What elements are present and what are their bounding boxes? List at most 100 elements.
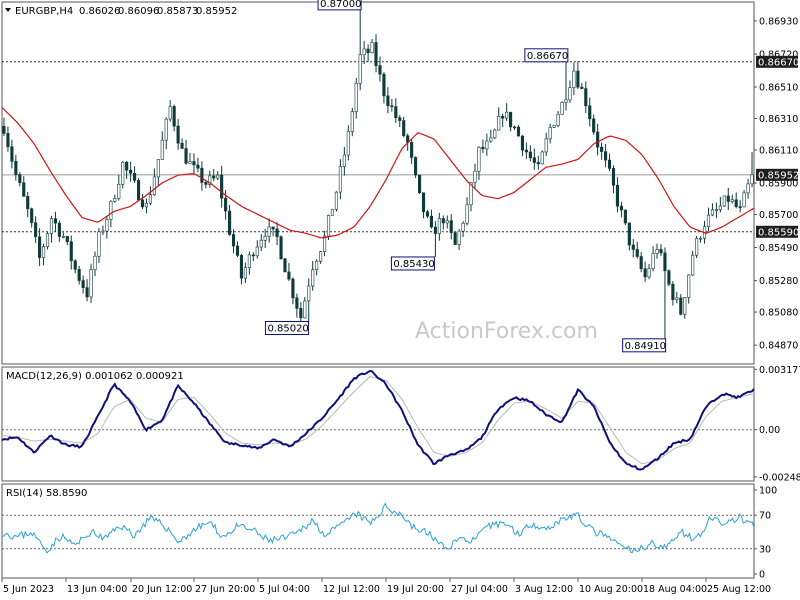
macd-series: 0.003177 0.00 -0.002482 bbox=[1, 365, 800, 483]
macd-panel bbox=[1, 366, 755, 482]
price-tick-label: 0.86310 bbox=[759, 114, 798, 125]
price-tick-label: 0.84870 bbox=[759, 341, 798, 352]
candle bbox=[374, 34, 378, 73]
candle bbox=[283, 258, 287, 273]
candle-body bbox=[97, 231, 101, 257]
candle bbox=[338, 159, 342, 200]
candle bbox=[572, 62, 576, 96]
candle-body bbox=[564, 99, 568, 103]
candle bbox=[342, 146, 346, 176]
candle bbox=[576, 61, 580, 90]
candle bbox=[125, 160, 129, 179]
candle-body bbox=[394, 106, 398, 119]
candle bbox=[520, 135, 525, 157]
candle-body bbox=[350, 111, 354, 132]
candle-body bbox=[216, 174, 220, 179]
candle bbox=[718, 196, 722, 213]
candle-body bbox=[746, 183, 750, 194]
candle-body bbox=[627, 222, 631, 246]
candle bbox=[144, 198, 149, 214]
candle bbox=[307, 278, 311, 322]
candle bbox=[465, 197, 469, 226]
price-header-close: 0.85952 bbox=[196, 6, 237, 17]
candle bbox=[18, 172, 22, 187]
price-tag-2: 0.85952 bbox=[756, 168, 799, 181]
candle-body bbox=[659, 249, 663, 254]
candle bbox=[675, 291, 679, 304]
candle bbox=[2, 117, 6, 137]
candle bbox=[509, 111, 513, 132]
candle bbox=[30, 207, 34, 228]
candle bbox=[133, 166, 137, 183]
candle bbox=[552, 124, 556, 129]
candle-body bbox=[536, 162, 540, 165]
candle bbox=[350, 107, 354, 137]
candle-body bbox=[722, 195, 726, 207]
price-tick-label: 0.85900 bbox=[759, 179, 798, 190]
candle bbox=[489, 129, 493, 143]
candle-body bbox=[334, 191, 339, 210]
time-tick-label: 25 Aug 12:00 bbox=[707, 584, 771, 595]
rsi-line bbox=[1, 502, 755, 554]
candle-body bbox=[41, 246, 46, 258]
candle bbox=[524, 142, 528, 159]
candle bbox=[445, 215, 449, 229]
candle bbox=[160, 131, 164, 160]
candle bbox=[319, 250, 323, 264]
candle-body bbox=[172, 106, 176, 127]
candle bbox=[722, 195, 726, 207]
price-tag-label: 0.85952 bbox=[758, 170, 799, 181]
candle bbox=[366, 44, 370, 62]
price-tick-label: 0.85080 bbox=[759, 308, 798, 319]
candle-body bbox=[188, 161, 192, 164]
candle-body bbox=[568, 87, 572, 101]
candle bbox=[726, 187, 730, 210]
candle bbox=[346, 125, 350, 161]
price-annotation-1: 0.86670 bbox=[524, 48, 569, 63]
candle bbox=[469, 182, 473, 212]
candle-body bbox=[73, 260, 77, 270]
candle-body bbox=[505, 111, 509, 119]
candle bbox=[247, 251, 251, 275]
candle bbox=[354, 78, 358, 119]
candle-body bbox=[243, 267, 247, 279]
candle-body bbox=[742, 192, 746, 208]
price-tick-label: 0.86720 bbox=[759, 49, 798, 60]
candle-body bbox=[655, 249, 659, 254]
candle-body bbox=[224, 197, 228, 212]
candle bbox=[421, 192, 426, 219]
rsi-tick-label: 30 bbox=[759, 544, 771, 555]
candle-body bbox=[695, 238, 699, 256]
candle bbox=[710, 203, 715, 217]
rsi-header: RSI(14) 58.8590 bbox=[6, 488, 87, 499]
candle bbox=[386, 87, 390, 114]
candle bbox=[279, 235, 283, 260]
candle-body bbox=[544, 138, 548, 153]
candle-body bbox=[319, 251, 323, 262]
candle-body bbox=[596, 131, 600, 148]
candle-body bbox=[623, 209, 627, 224]
candle-body bbox=[631, 244, 635, 250]
candle bbox=[425, 210, 430, 219]
candle-body bbox=[473, 170, 477, 183]
macd-line bbox=[1, 369, 755, 471]
price-header-low: 0.85873 bbox=[157, 6, 198, 17]
candle-body bbox=[433, 226, 437, 234]
candle-body bbox=[49, 218, 54, 234]
price-tick-label: 0.86510 bbox=[759, 82, 798, 93]
candle-body bbox=[192, 161, 196, 166]
candle-body bbox=[524, 149, 528, 153]
time-axis: 5 Jun 2023 13 Jun 04:00 20 Jun 12:00 27 Jun… bbox=[1, 578, 771, 595]
candle-body bbox=[315, 260, 319, 271]
candle-body bbox=[287, 271, 291, 280]
candle-body bbox=[279, 236, 283, 260]
candle bbox=[429, 209, 433, 229]
candle bbox=[208, 170, 212, 188]
candle bbox=[544, 132, 548, 157]
candle bbox=[691, 250, 695, 276]
candle-body bbox=[615, 184, 620, 207]
collapse-triangle-icon[interactable] bbox=[5, 8, 11, 12]
candle bbox=[251, 252, 255, 261]
candle-body bbox=[109, 200, 113, 220]
time-tick-label: 5 Jun 2023 bbox=[3, 584, 54, 595]
